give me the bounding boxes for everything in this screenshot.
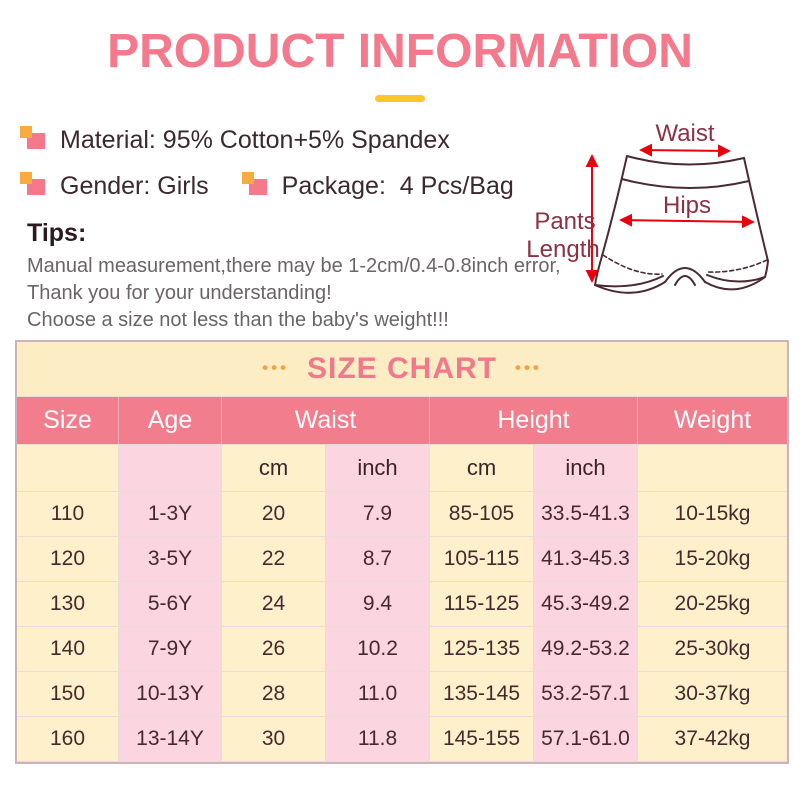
column-header-waist: Waist bbox=[222, 397, 430, 445]
table-cell: 8.7 bbox=[326, 537, 430, 582]
column-header-size: Size bbox=[17, 397, 119, 445]
table-cell: 130 bbox=[17, 582, 119, 627]
table-cell: 30-37kg bbox=[638, 672, 787, 717]
table-cell: 11.0 bbox=[326, 672, 430, 717]
table-cell: 22 bbox=[222, 537, 326, 582]
package-label: Package: 4 Pcs/Bag bbox=[281, 172, 514, 200]
spec-row-material: Material: 95% Cotton+5% Spandex bbox=[20, 125, 450, 155]
spec-row-gender-package: Gender: Girls Package: 4 Pcs/Bag bbox=[20, 171, 514, 201]
table-cell: 53.2-57.1 bbox=[534, 672, 638, 717]
spec-item-gender: Gender: Girls bbox=[20, 171, 209, 201]
table-cell: 105-115 bbox=[430, 537, 534, 582]
table-cell: 110 bbox=[17, 492, 119, 537]
size-chart-title: SIZE CHART bbox=[307, 352, 497, 385]
gender-label: Gender: Girls bbox=[60, 172, 209, 200]
table-cell: 85-105 bbox=[430, 492, 534, 537]
table-cell: 120 bbox=[17, 537, 119, 582]
table-cell: 11.8 bbox=[326, 717, 430, 762]
material-label: Material: 95% Cotton+5% Spandex bbox=[60, 126, 450, 154]
table-cell: 15-20kg bbox=[638, 537, 787, 582]
column-header-age: Age bbox=[119, 397, 222, 445]
subheader-cell bbox=[638, 445, 787, 492]
size-chart-banner: ••• SIZE CHART ••• bbox=[17, 342, 787, 397]
table-cell: 33.5-41.3 bbox=[534, 492, 638, 537]
table-cell: 115-125 bbox=[430, 582, 534, 627]
unit-header-waist-cm: cm bbox=[222, 445, 326, 492]
waist-label: Waist bbox=[655, 120, 714, 147]
square-bullet-icon bbox=[20, 171, 45, 195]
table-cell: 160 bbox=[17, 717, 119, 762]
subheader-cell bbox=[119, 445, 222, 492]
dots-icon: ••• bbox=[515, 358, 542, 377]
square-bullet-icon bbox=[241, 171, 267, 195]
spec-item-material: Material: 95% Cotton+5% Spandex bbox=[20, 125, 450, 155]
shorts-outline bbox=[594, 155, 769, 294]
unit-header-height-inch: inch bbox=[534, 445, 638, 492]
table-cell: 125-135 bbox=[430, 627, 534, 672]
hips-arrow-icon bbox=[619, 213, 755, 229]
table-cell: 5-6Y bbox=[119, 582, 222, 627]
hips-label: Hips bbox=[663, 192, 711, 219]
table-cell: 13-14Y bbox=[119, 717, 222, 762]
table-cell: 150 bbox=[17, 672, 119, 717]
table-cell: 26 bbox=[222, 627, 326, 672]
table-cell: 7-9Y bbox=[119, 627, 222, 672]
tips-line: Manual measurement,there may be 1-2cm/0.… bbox=[27, 255, 561, 277]
table-cell: 30 bbox=[222, 717, 326, 762]
subheader-cell bbox=[17, 445, 119, 492]
table-cell: 20 bbox=[222, 492, 326, 537]
table-cell: 37-42kg bbox=[638, 717, 787, 762]
table-cell: 10-15kg bbox=[638, 492, 787, 537]
title-underline bbox=[375, 95, 425, 102]
pants-length-label: Length bbox=[526, 236, 599, 263]
table-cell: 1-3Y bbox=[119, 492, 222, 537]
dots-icon: ••• bbox=[262, 358, 289, 377]
table-cell: 10.2 bbox=[326, 627, 430, 672]
waist-arrow-icon bbox=[639, 143, 731, 158]
table-cell: 24 bbox=[222, 582, 326, 627]
page-title: PRODUCT INFORMATION bbox=[107, 25, 693, 78]
column-header-weight: Weight bbox=[638, 397, 787, 445]
table-cell: 57.1-61.0 bbox=[534, 717, 638, 762]
table-cell: 7.9 bbox=[326, 492, 430, 537]
table-cell: 49.2-53.2 bbox=[534, 627, 638, 672]
table-cell: 25-30kg bbox=[638, 627, 787, 672]
table-cell: 3-5Y bbox=[119, 537, 222, 582]
size-chart-table: ••• SIZE CHART ••• Size Age Waist Height… bbox=[15, 340, 789, 764]
unit-header-waist-inch: inch bbox=[326, 445, 430, 492]
column-header-height: Height bbox=[430, 397, 638, 445]
spec-item-package: Package: 4 Pcs/Bag bbox=[241, 171, 514, 201]
square-bullet-icon bbox=[20, 125, 45, 149]
table-cell: 28 bbox=[222, 672, 326, 717]
table-cell: 135-145 bbox=[430, 672, 534, 717]
measurement-arrows bbox=[585, 143, 755, 283]
size-diagram: Waist Hips Pants Length bbox=[526, 120, 769, 294]
table-cell: 45.3-49.2 bbox=[534, 582, 638, 627]
table-cell: 41.3-45.3 bbox=[534, 537, 638, 582]
tips-section: Tips: Manual measurement,there may be 1-… bbox=[27, 219, 561, 334]
table-cell: 20-25kg bbox=[638, 582, 787, 627]
tips-line: Choose a size not less than the baby's w… bbox=[27, 309, 449, 331]
table-cell: 145-155 bbox=[430, 717, 534, 762]
tips-line: Thank you for your understanding! bbox=[27, 282, 332, 304]
unit-header-height-cm: cm bbox=[430, 445, 534, 492]
table-cell: 140 bbox=[17, 627, 119, 672]
table-cell: 10-13Y bbox=[119, 672, 222, 717]
tips-heading: Tips: bbox=[27, 219, 87, 247]
pants-length-label: Pants bbox=[534, 208, 595, 235]
table-cell: 9.4 bbox=[326, 582, 430, 627]
